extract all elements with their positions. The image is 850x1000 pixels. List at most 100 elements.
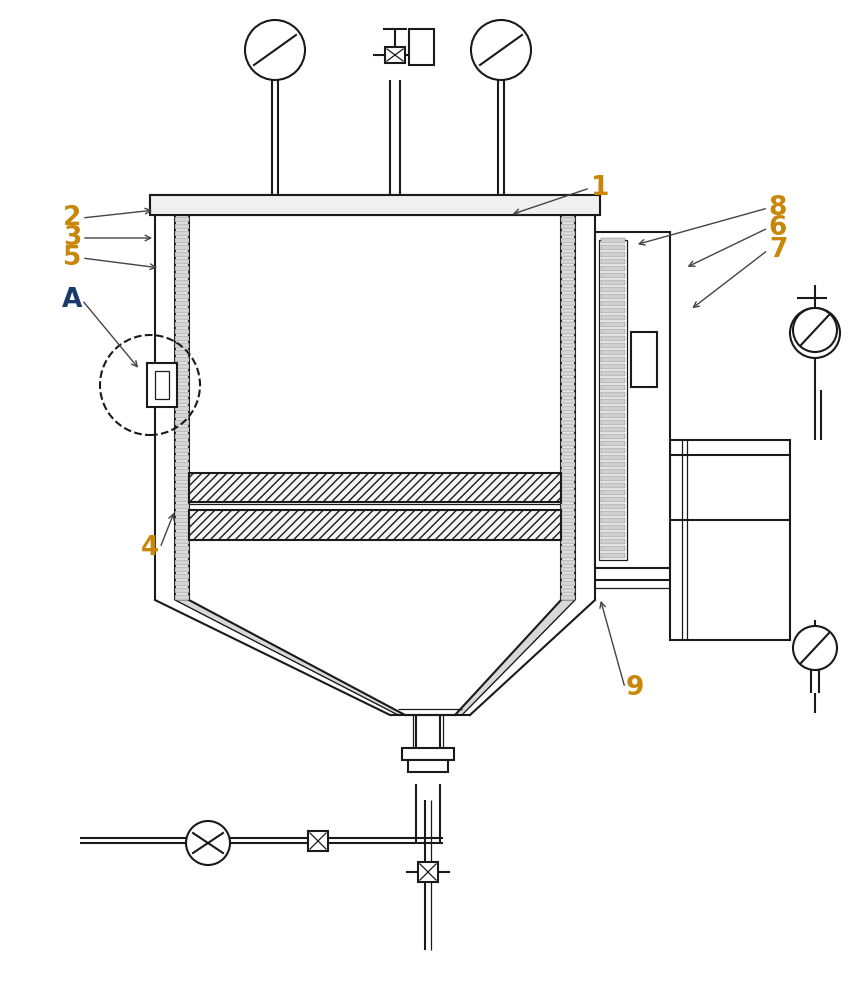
Bar bbox=[561, 336, 575, 341]
Bar bbox=[175, 315, 189, 320]
Text: 6: 6 bbox=[768, 215, 787, 241]
Bar bbox=[601, 357, 625, 362]
Bar bbox=[561, 350, 575, 355]
Bar bbox=[601, 448, 625, 453]
Bar bbox=[175, 280, 189, 285]
Circle shape bbox=[790, 308, 840, 358]
Bar bbox=[601, 511, 625, 516]
Bar bbox=[175, 532, 189, 537]
Bar bbox=[175, 252, 189, 257]
Bar bbox=[175, 525, 189, 530]
Bar bbox=[175, 539, 189, 544]
Bar bbox=[601, 553, 625, 558]
Bar bbox=[601, 245, 625, 250]
Bar bbox=[175, 434, 189, 439]
Bar bbox=[561, 294, 575, 299]
Bar bbox=[561, 539, 575, 544]
Bar bbox=[561, 245, 575, 250]
Bar bbox=[175, 441, 189, 446]
Bar bbox=[601, 266, 625, 271]
Circle shape bbox=[793, 308, 837, 352]
Bar bbox=[561, 483, 575, 488]
Bar bbox=[601, 336, 625, 341]
Bar bbox=[601, 322, 625, 327]
Bar bbox=[175, 476, 189, 481]
Bar bbox=[601, 273, 625, 278]
Bar bbox=[601, 238, 625, 243]
Bar bbox=[601, 518, 625, 523]
Bar bbox=[175, 385, 189, 390]
Bar bbox=[561, 252, 575, 257]
Bar bbox=[601, 280, 625, 285]
Bar bbox=[601, 315, 625, 320]
Bar bbox=[601, 420, 625, 425]
Bar bbox=[601, 546, 625, 551]
Bar bbox=[601, 287, 625, 292]
Text: A: A bbox=[62, 287, 82, 313]
Bar bbox=[175, 553, 189, 558]
Bar bbox=[561, 315, 575, 320]
Bar bbox=[601, 525, 625, 530]
Circle shape bbox=[186, 821, 230, 865]
Bar bbox=[175, 448, 189, 453]
Bar bbox=[175, 259, 189, 264]
Circle shape bbox=[245, 20, 305, 80]
Bar bbox=[561, 343, 575, 348]
Bar bbox=[175, 294, 189, 299]
Bar bbox=[631, 332, 657, 387]
Bar bbox=[601, 469, 625, 474]
Bar bbox=[561, 560, 575, 565]
Bar bbox=[561, 574, 575, 579]
Bar bbox=[601, 385, 625, 390]
Bar bbox=[175, 567, 189, 572]
Bar bbox=[601, 259, 625, 264]
Bar bbox=[175, 469, 189, 474]
Bar bbox=[175, 371, 189, 376]
Bar bbox=[385, 47, 405, 63]
Bar bbox=[561, 224, 575, 229]
Bar bbox=[561, 413, 575, 418]
Bar bbox=[601, 392, 625, 397]
Bar bbox=[601, 343, 625, 348]
Bar bbox=[175, 364, 189, 369]
Bar bbox=[561, 427, 575, 432]
Bar bbox=[561, 434, 575, 439]
Bar bbox=[561, 448, 575, 453]
Bar bbox=[561, 392, 575, 397]
Bar bbox=[175, 245, 189, 250]
Bar bbox=[601, 399, 625, 404]
Bar bbox=[601, 497, 625, 502]
Bar bbox=[175, 406, 189, 411]
Text: 7: 7 bbox=[768, 237, 787, 263]
Text: 9: 9 bbox=[626, 675, 644, 701]
Bar bbox=[175, 497, 189, 502]
Circle shape bbox=[793, 626, 837, 670]
Bar bbox=[561, 518, 575, 523]
Bar bbox=[561, 553, 575, 558]
Bar bbox=[409, 29, 434, 65]
Bar bbox=[561, 364, 575, 369]
Bar bbox=[175, 560, 189, 565]
Text: 5: 5 bbox=[63, 245, 82, 271]
Bar bbox=[175, 462, 189, 467]
Bar bbox=[175, 336, 189, 341]
Bar bbox=[561, 287, 575, 292]
Bar bbox=[175, 308, 189, 313]
Bar bbox=[561, 329, 575, 334]
Bar bbox=[402, 748, 454, 760]
Bar bbox=[601, 308, 625, 313]
Bar bbox=[561, 280, 575, 285]
Bar bbox=[561, 420, 575, 425]
Bar bbox=[601, 504, 625, 509]
Bar bbox=[601, 434, 625, 439]
Bar bbox=[561, 371, 575, 376]
Bar bbox=[601, 441, 625, 446]
Bar bbox=[175, 420, 189, 425]
Bar bbox=[175, 392, 189, 397]
Bar bbox=[418, 862, 438, 882]
Bar bbox=[561, 490, 575, 495]
Bar bbox=[189, 473, 561, 502]
Bar bbox=[561, 581, 575, 586]
Bar bbox=[175, 518, 189, 523]
Bar bbox=[175, 301, 189, 306]
